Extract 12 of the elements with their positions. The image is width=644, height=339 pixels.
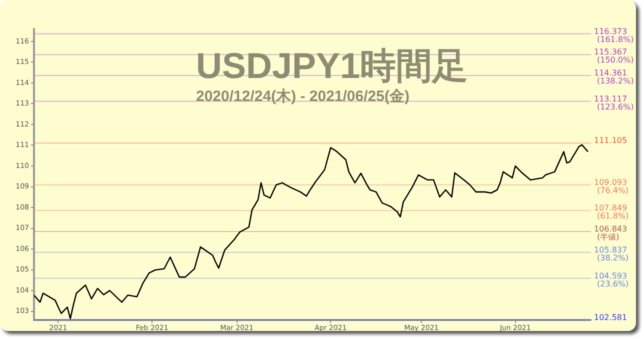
ref-line-label: 111.105 (594, 136, 628, 146)
ref-line-label: 107.849 (61.8%) (594, 204, 629, 221)
text: 2020/12/24(木) - 2021/06/25(金) (196, 88, 410, 105)
ref-line-label: 116.373 (161.8%) (594, 26, 634, 44)
ref-line-label: 109.093 (76.4%) (594, 178, 629, 195)
ref-line-label: 113.117 (123.6%) (594, 94, 634, 112)
ref-line-label: 104.593 (23.6%) (594, 271, 629, 288)
ref-line-label: 102.581 (594, 313, 628, 322)
ref-line-label: 106.843 (半値) (594, 224, 628, 242)
ref-line-label: 114.361 (138.2%) (594, 68, 634, 86)
ref-line-label: 105.837 (38.2%) (594, 245, 629, 262)
ref-line-label: 115.367 (150.0%) (594, 48, 634, 65)
